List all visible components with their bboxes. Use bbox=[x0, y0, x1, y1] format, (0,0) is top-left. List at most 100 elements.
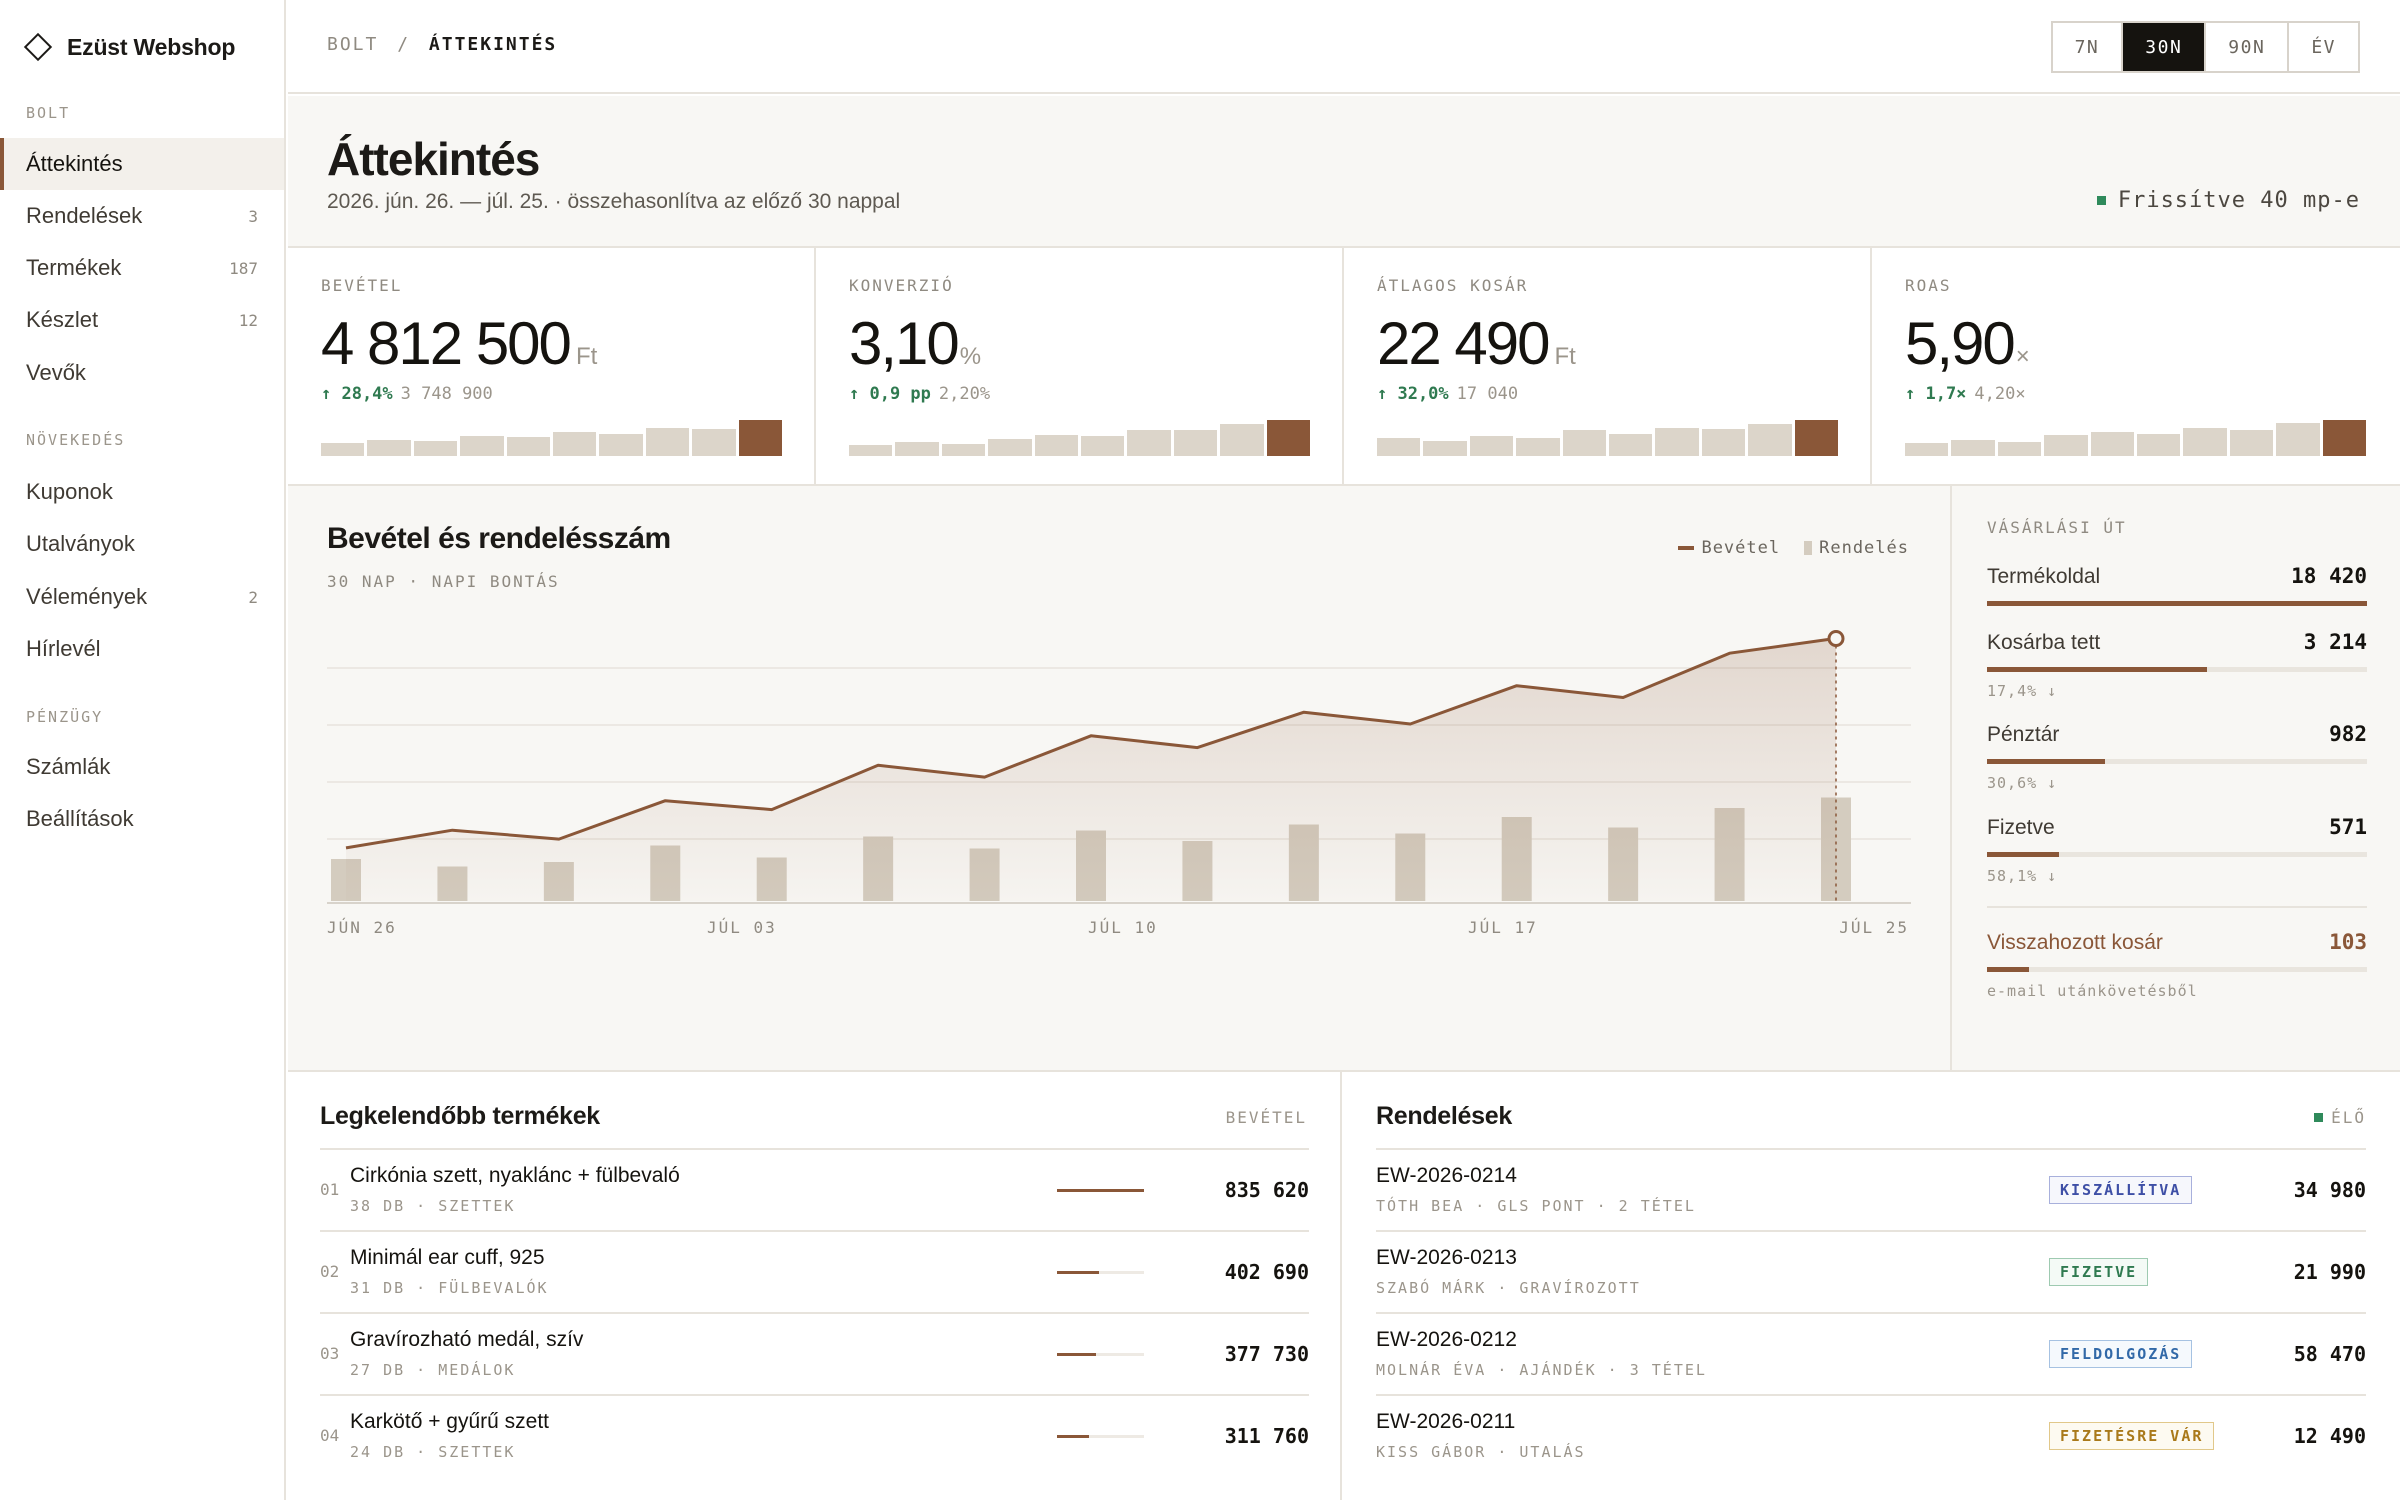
product-row[interactable]: 02 Minimál ear cuff, 925 31 DB · FÜLBEVA… bbox=[320, 1230, 1309, 1312]
sparkline-bar bbox=[1377, 438, 1421, 456]
kpi-card-bevetel[interactable]: BEVÉTEL 4 812 500 Ft ↑ 28,4% 3 748 900 bbox=[288, 248, 816, 484]
brand[interactable]: Ezüst Webshop bbox=[23, 32, 235, 62]
order-row[interactable]: EW-2026-0211 KISS GÁBOR · UTALÁS FIZETÉS… bbox=[1376, 1394, 2366, 1476]
kpi-number: 4 812 500 bbox=[321, 310, 572, 377]
kpi-label: KONVERZIÓ bbox=[849, 276, 954, 295]
sidebar-item-label: Utalványok bbox=[26, 531, 135, 556]
sparkline-bar bbox=[1127, 430, 1171, 456]
breadcrumb-root[interactable]: BOLT bbox=[327, 34, 379, 55]
sparkline-bar bbox=[1794, 420, 1839, 456]
sidebar-item-hirlevel[interactable]: Hírlevél bbox=[0, 623, 284, 675]
product-share-bar bbox=[1057, 1189, 1144, 1192]
product-row[interactable]: 03 Gravírozható medál, szív 27 DB · MEDÁ… bbox=[320, 1312, 1309, 1394]
kpi-card-konverzio[interactable]: KONVERZIÓ 3,10% ↑ 0,9 pp 2,20% bbox=[816, 248, 1344, 484]
product-row[interactable]: 04 Karkötő + gyűrű szett 24 DB · SZETTEK… bbox=[320, 1394, 1309, 1476]
sparkline-bar bbox=[506, 437, 551, 456]
nav-section-title-penzugy: PÉNZÜGY bbox=[26, 708, 104, 726]
kpi-delta-value: ↑ 1,7× bbox=[1905, 384, 1967, 404]
sidebar-item-kuponok[interactable]: Kuponok bbox=[0, 466, 284, 518]
sidebar-item-termekek[interactable]: Termékek 187 bbox=[0, 242, 284, 294]
sparkline-bar bbox=[1748, 423, 1792, 456]
chart-title: Bevétel és rendelésszám bbox=[327, 522, 671, 555]
revenue-line bbox=[345, 636, 1837, 850]
funnel-step-paid[interactable]: Fizetve 571 58,1% ↓ bbox=[1987, 815, 2367, 885]
funnel-step-added-to-cart[interactable]: Kosárba tett 3 214 17,4% ↓ bbox=[1987, 630, 2367, 700]
funnel-divider bbox=[1987, 906, 2367, 908]
product-revenue: 835 620 bbox=[1224, 1178, 1309, 1202]
funnel-step-value: 103 bbox=[2329, 930, 2367, 954]
kpi-sparkline bbox=[321, 420, 783, 456]
revenue-orders-chart[interactable] bbox=[288, 486, 1952, 1072]
sidebar-item-rendelesek[interactable]: Rendelések 3 bbox=[0, 190, 284, 242]
sidebar-item-attekintes[interactable]: Áttekintés bbox=[0, 138, 284, 190]
kpi-value: 4 812 500 Ft bbox=[321, 309, 781, 378]
sparkline-bar bbox=[1701, 429, 1746, 456]
sparkline-bar bbox=[941, 444, 986, 456]
sparkline-bar bbox=[692, 429, 736, 456]
sidebar-item-count: 187 bbox=[229, 258, 258, 278]
product-share-bar-fill bbox=[1057, 1189, 1144, 1192]
kpi-delta: ↑ 32,0% 17 040 bbox=[1377, 384, 1837, 404]
kpi-card-roas[interactable]: ROAS 5,90× ↑ 1,7× 4,20× bbox=[1872, 248, 2400, 484]
kpi-row: BEVÉTEL 4 812 500 Ft ↑ 28,4% 3 748 900 KON… bbox=[288, 248, 2400, 486]
sparkline-bar bbox=[1905, 443, 1949, 456]
order-row[interactable]: EW-2026-0214 TÓTH BEA · GLS PONT · 2 TÉT… bbox=[1376, 1148, 2366, 1230]
sparkline-bar bbox=[849, 445, 893, 456]
funnel-step-label: Termékoldal bbox=[1987, 565, 2101, 588]
sidebar-item-szamlak[interactable]: Számlák bbox=[0, 741, 284, 793]
sparkline-bar bbox=[460, 436, 504, 456]
product-meta: 27 DB · MEDÁLOK bbox=[350, 1361, 516, 1379]
funnel-step-product-page[interactable]: Termékoldal 18 420 bbox=[1987, 564, 2367, 606]
funnel-step-bar-fill bbox=[1987, 759, 2105, 764]
sidebar: Ezüst Webshop BOLT Áttekintés Rendelések… bbox=[0, 0, 286, 1500]
sparkline-bar bbox=[1516, 438, 1560, 456]
funnel-step-dropoff: 30,6% ↓ bbox=[1987, 774, 2058, 792]
range-90n-button[interactable]: 90N bbox=[2206, 23, 2290, 71]
product-row[interactable]: 01 Cirkónia szett, nyaklánc + fülbevaló … bbox=[320, 1148, 1309, 1230]
order-meta: TÓTH BEA · GLS PONT · 2 TÉTEL bbox=[1376, 1197, 1696, 1215]
funnel-step-checkout[interactable]: Pénztár 982 30,6% ↓ bbox=[1987, 722, 2367, 792]
sidebar-item-vevok[interactable]: Vevők bbox=[0, 347, 284, 399]
funnel-step-label: Kosárba tett bbox=[1987, 631, 2101, 654]
x-tick-label: JÚN 26 bbox=[327, 918, 397, 937]
funnel-step-dropoff: 17,4% ↓ bbox=[1987, 682, 2058, 700]
live-status-icon bbox=[2096, 196, 2106, 205]
page-subtitle: 2026. jún. 26. — júl. 25. · összehasonlí… bbox=[327, 190, 901, 213]
product-revenue: 311 760 bbox=[1224, 1424, 1309, 1448]
sidebar-item-utalvanyok[interactable]: Utalványok bbox=[0, 518, 284, 570]
nav-section-title-bolt: BOLT bbox=[26, 104, 71, 122]
legend-item-orders[interactable]: Rendelés bbox=[1804, 538, 1909, 558]
order-amount: 21 990 bbox=[2293, 1260, 2366, 1284]
range-ev-button[interactable]: ÉV bbox=[2311, 36, 2336, 58]
funnel-step-value: 3 214 bbox=[2303, 630, 2367, 654]
order-amount: 12 490 bbox=[2293, 1424, 2366, 1448]
sidebar-item-keszlet[interactable]: Készlet 12 bbox=[0, 294, 284, 346]
kpi-sparkline bbox=[849, 420, 1311, 456]
funnel-recovered-cart[interactable]: Visszahozott kosár 103 e-mail utánkövetés… bbox=[1987, 930, 2367, 1000]
sparkline-bar bbox=[2090, 431, 2135, 456]
sparkline-bar bbox=[321, 443, 365, 456]
funnel-step-value: 18 420 bbox=[2291, 564, 2367, 588]
sparkline-bar bbox=[599, 433, 643, 456]
order-row[interactable]: EW-2026-0212 MOLNÁR ÉVA · AJÁNDÉK · 3 TÉ… bbox=[1376, 1312, 2366, 1394]
kpi-card-atlagos-kosar[interactable]: ÁTLAGOS KOSÁR 22 490 Ft ↑ 32,0% 17 040 bbox=[1344, 248, 1872, 484]
range-30n-button[interactable]: 30N bbox=[2123, 23, 2207, 71]
refresh-status: Frissítve 40 mp-e bbox=[2096, 188, 2360, 213]
legend-label: Rendelés bbox=[1819, 538, 1909, 558]
kpi-delta-value: ↑ 28,4% bbox=[321, 384, 393, 404]
sidebar-item-label: Rendelések bbox=[26, 203, 143, 228]
product-revenue: 377 730 bbox=[1224, 1342, 1309, 1366]
order-row[interactable]: EW-2026-0213 SZABÓ MÁRK · GRAVÍROZOTT FI… bbox=[1376, 1230, 2366, 1312]
kpi-number: 3,10 bbox=[849, 310, 960, 377]
range-7n-button[interactable]: 7N bbox=[2053, 23, 2124, 71]
sparkline-bar bbox=[2137, 433, 2181, 456]
sidebar-item-beallitasok[interactable]: Beállítások bbox=[0, 793, 284, 845]
order-meta: KISS GÁBOR · UTALÁS bbox=[1376, 1443, 1586, 1461]
product-name: Karkötő + gyűrű szett bbox=[350, 1410, 550, 1433]
sidebar-item-velemenyek[interactable]: Vélemények 2 bbox=[0, 571, 284, 623]
sidebar-item-label: Kuponok bbox=[26, 479, 113, 504]
kpi-value: 22 490 Ft bbox=[1377, 309, 1837, 378]
funnel-step-bar-fill bbox=[1987, 601, 2367, 606]
funnel-step-note: e-mail utánkövetésből bbox=[1987, 982, 2198, 1000]
legend-item-revenue[interactable]: Bevétel bbox=[1678, 538, 1780, 558]
